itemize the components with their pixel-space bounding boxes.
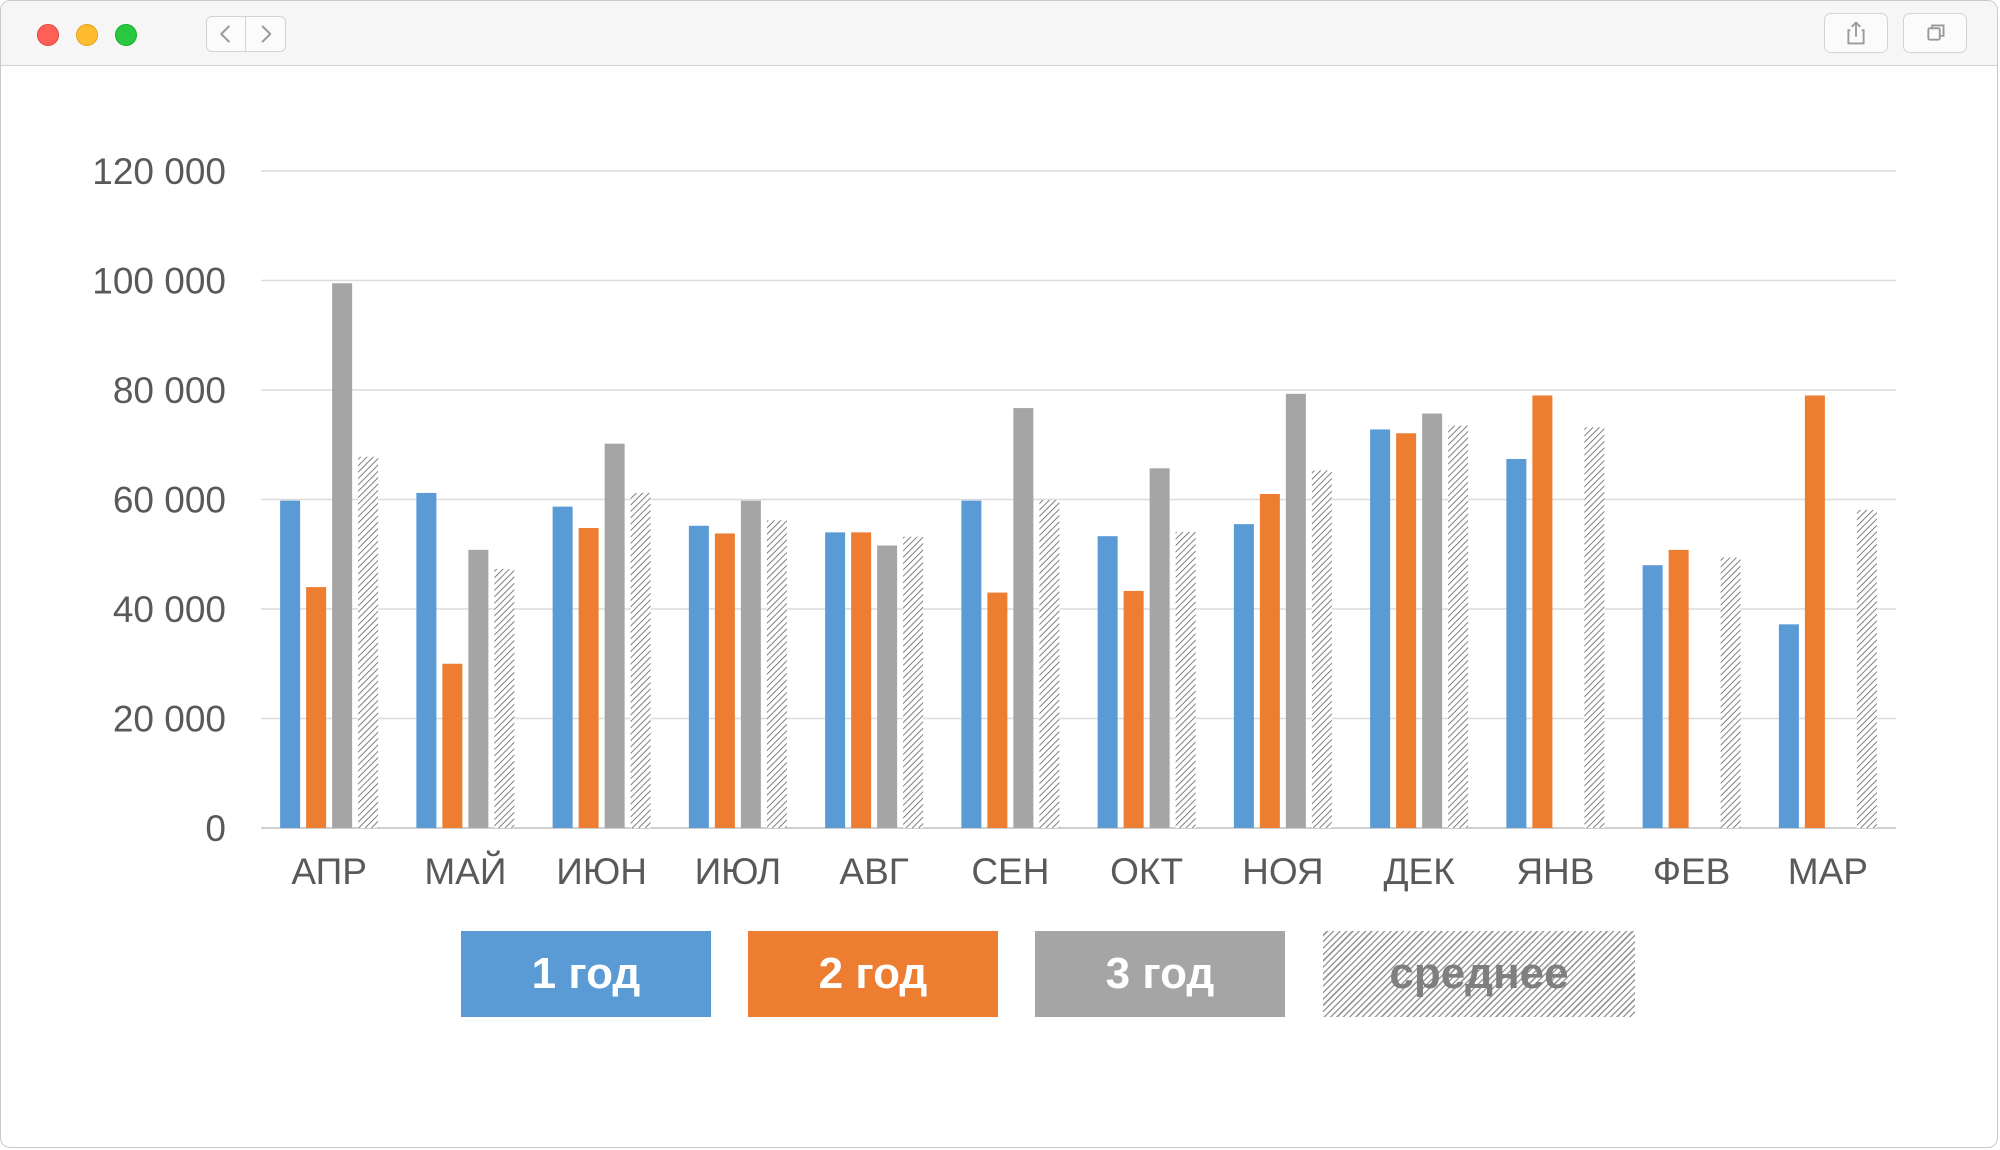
bar-4-9 <box>1448 425 1469 828</box>
forward-button[interactable] <box>246 16 286 52</box>
bar-2-4 <box>714 533 735 828</box>
y-tick-label: 120 000 <box>92 151 226 192</box>
bar-2-12 <box>1804 395 1825 828</box>
bar-chart: 0 20 000 40 000 60 000 80 000 100 000 120 000 А… <box>92 151 1896 892</box>
bar-3-6 <box>1013 408 1034 828</box>
bar-4-10 <box>1584 427 1605 828</box>
x-tick-label: ДЕК <box>1383 851 1455 892</box>
back-button[interactable] <box>206 16 246 52</box>
y-tick-label: 60 000 <box>113 480 226 521</box>
bar-2-9 <box>1396 433 1417 828</box>
bar-1-8 <box>1233 524 1254 828</box>
bar-4-1 <box>358 456 379 828</box>
bar-3-8 <box>1285 393 1306 828</box>
bar-3-9 <box>1422 413 1443 828</box>
bar-1-6 <box>961 500 982 828</box>
bar-4-6 <box>1039 500 1060 828</box>
bar-1-12 <box>1778 624 1799 828</box>
x-tick-label: ФЕВ <box>1653 851 1731 892</box>
bar-3-5 <box>877 545 898 828</box>
bar-1-10 <box>1506 458 1527 828</box>
x-tick-label: АПР <box>291 851 367 892</box>
bar-1-9 <box>1370 429 1391 828</box>
y-tick-label: 20 000 <box>113 699 226 740</box>
bar-2-3 <box>578 527 599 828</box>
share-button[interactable] <box>1824 13 1888 53</box>
chevron-left-icon <box>220 25 230 43</box>
bar-2-1 <box>306 587 327 828</box>
bar-2-8 <box>1259 494 1280 828</box>
chevron-right-icon <box>261 25 272 43</box>
bar-4-2 <box>494 569 515 828</box>
bar-3-3 <box>604 443 625 828</box>
bar-1-2 <box>416 492 437 828</box>
bar-2-7 <box>1123 590 1144 828</box>
y-tick-label: 40 000 <box>113 589 226 630</box>
share-icon <box>1847 21 1865 45</box>
y-tick-label: 80 000 <box>113 370 226 411</box>
bar-2-2 <box>442 663 463 828</box>
bar-1-11 <box>1642 565 1663 828</box>
bar-4-7 <box>1175 531 1196 828</box>
bar-1-1 <box>280 500 301 828</box>
bar-2-10 <box>1532 395 1553 828</box>
y-tick-label: 100 000 <box>92 261 226 302</box>
bar-2-11 <box>1668 549 1689 828</box>
x-tick-label: ЯНВ <box>1516 851 1594 892</box>
bar-1-4 <box>688 525 709 828</box>
x-tick-label: МАЙ <box>424 850 506 892</box>
bar-1-7 <box>1097 536 1118 828</box>
bar-3-4 <box>740 500 761 828</box>
x-tick-label: НОЯ <box>1242 851 1323 892</box>
bar-4-8 <box>1311 470 1332 828</box>
legend-item-4: среднее <box>1323 931 1635 1017</box>
y-tick-label: 0 <box>205 808 226 849</box>
bar-1-5 <box>825 532 846 828</box>
bar-4-4 <box>766 520 787 828</box>
bar-2-6 <box>987 592 1008 828</box>
tabs-button[interactable] <box>1903 13 1967 53</box>
x-tick-label: АВГ <box>839 851 908 892</box>
bar-3-7 <box>1149 468 1170 828</box>
minimize-icon[interactable] <box>76 24 98 46</box>
x-tick-label: ОКТ <box>1110 851 1183 892</box>
bar-3-2 <box>468 549 489 828</box>
legend-item-3: 3 год <box>1035 931 1285 1017</box>
bar-4-5 <box>903 536 924 828</box>
legend-item-1: 1 год <box>461 931 711 1017</box>
close-icon[interactable] <box>37 24 59 46</box>
x-tick-label: МАР <box>1788 851 1868 892</box>
bar-2-5 <box>851 532 872 828</box>
bar-3-1 <box>332 283 353 828</box>
x-tick-label: СЕН <box>971 851 1049 892</box>
bar-4-12 <box>1856 509 1877 828</box>
legend-item-2: 2 год <box>748 931 998 1017</box>
x-tick-label: ИЮЛ <box>695 851 782 892</box>
x-tick-label: ИЮН <box>556 851 647 892</box>
bar-1-3 <box>552 506 573 828</box>
bar-4-3 <box>630 492 651 828</box>
tabs-icon <box>1927 24 1945 41</box>
zoom-icon[interactable] <box>115 24 137 46</box>
title-bar <box>1 1 1997 66</box>
bar-4-11 <box>1720 557 1741 828</box>
